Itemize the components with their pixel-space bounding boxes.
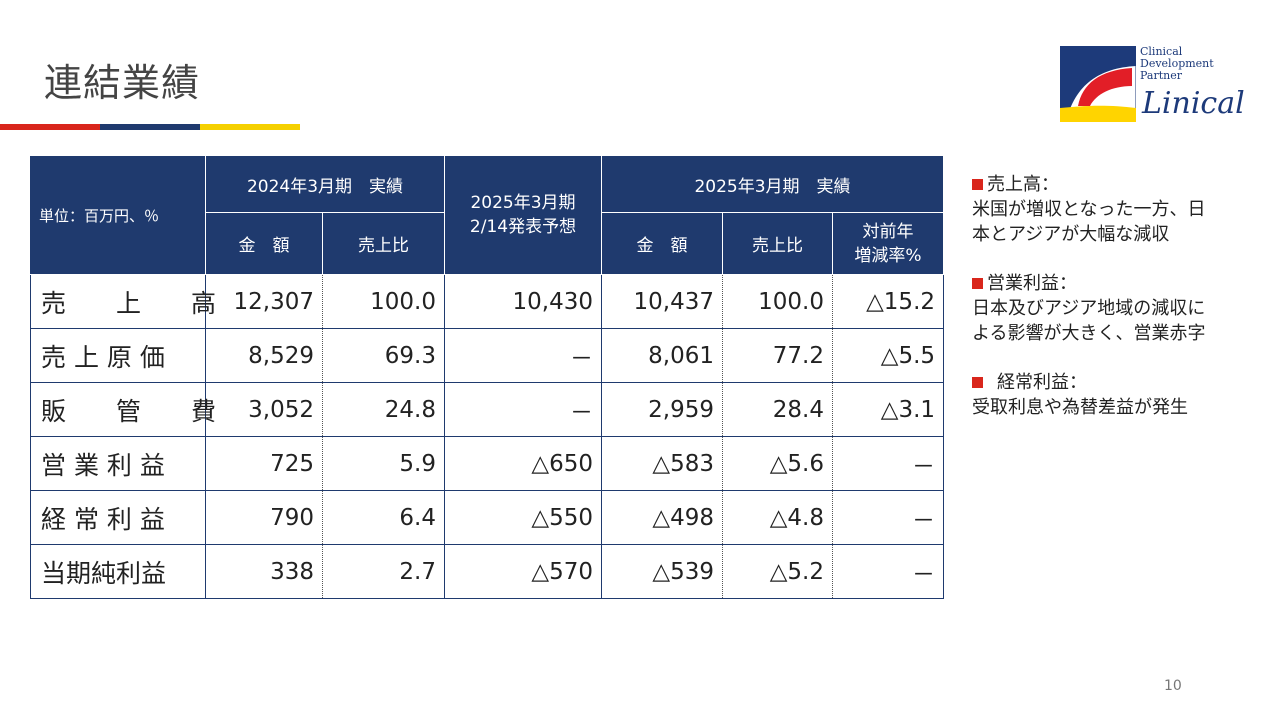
cell-forecast: △570 (444, 544, 602, 599)
table-row: 販 管 費 3,052 24.8 － 2,959 28.4 △3.1 (30, 382, 945, 437)
table-row: 売 上 高 12,307 100.0 10,430 10,437 100.0 △… (30, 274, 945, 329)
table-row: 営 業 利 益 725 5.9 △650 △583 △5.6 － (30, 436, 945, 491)
commentary-notes: 売上高： 米国が増収となった一方、日 本とアジアが大幅な減収 営業利益： 日本及… (972, 172, 1262, 444)
cell-forecast: － (444, 328, 602, 383)
logo-tagline: Clinical Development Partner (1140, 45, 1214, 82)
header-yoy: 対前年 増減率% (831, 212, 945, 275)
logo-mark-icon (1060, 46, 1136, 122)
cell-amount-2025: 10,437 (601, 274, 723, 329)
cell-forecast: － (444, 382, 602, 437)
note-ordinary-profit: 経常利益： 受取利息や為替差益が発生 (972, 370, 1262, 420)
logo-wordmark: Linical (1142, 86, 1245, 121)
header-fy2025-forecast: 2025年3月期 2/14発表予想 (444, 155, 602, 275)
cell-ratio-2024: 2.7 (322, 544, 445, 599)
cell-ratio-2024: 100.0 (322, 274, 445, 329)
header-ratio-2024: 売上比 (322, 212, 445, 275)
note-operating-profit: 営業利益： 日本及びアジア地域の減収に よる影響が大きく、営業赤字 (972, 271, 1262, 346)
note-sales: 売上高： 米国が増収となった一方、日 本とアジアが大幅な減収 (972, 172, 1262, 247)
cell-ratio-2025: △5.2 (722, 544, 833, 599)
note-heading: 営業利益： (987, 273, 1077, 294)
cell-yoy: － (831, 490, 945, 545)
financial-results-table: 単位：百万円、％ 2024年3月期 実績 2025年3月期 2/14発表予想 2… (30, 155, 945, 599)
note-heading: 売上高： (987, 174, 1059, 195)
cell-yoy: △15.2 (831, 274, 945, 329)
cell-amount-2025: 8,061 (601, 328, 723, 383)
cell-yoy: － (831, 544, 945, 599)
accent-red (0, 124, 100, 130)
cell-forecast: 10,430 (444, 274, 602, 329)
accent-blue (100, 124, 200, 130)
cell-forecast: △650 (444, 436, 602, 491)
note-heading: 経常利益： (997, 372, 1087, 393)
cell-ratio-2025: 77.2 (722, 328, 833, 383)
cell-amount-2024: 8,529 (205, 328, 323, 383)
unit-label: 単位：百万円、％ (30, 155, 206, 275)
page-title: 連結業績 (44, 61, 201, 105)
cell-amount-2025: △498 (601, 490, 723, 545)
note-line: 日本及びアジア地域の減収に (972, 298, 1206, 319)
cell-amount-2025: △539 (601, 544, 723, 599)
note-line: 本とアジアが大幅な減収 (972, 224, 1170, 245)
header-amount-2024: 金 額 (205, 212, 323, 275)
cell-ratio-2024: 5.9 (322, 436, 445, 491)
cell-ratio-2024: 69.3 (322, 328, 445, 383)
header-fy2025-actual: 2025年3月期 実績 (600, 155, 945, 213)
cell-yoy: △5.5 (831, 328, 945, 383)
red-square-icon (972, 179, 983, 190)
note-line: 受取利息や為替差益が発生 (972, 397, 1188, 418)
cell-amount-2024: 3,052 (205, 382, 323, 437)
red-square-icon (972, 377, 983, 388)
title-accent-bar (0, 124, 300, 130)
note-line: 米国が増収となった一方、日 (972, 199, 1206, 220)
row-label: 売 上 高 (30, 274, 216, 329)
note-line: よる影響が大きく、営業赤字 (972, 323, 1206, 344)
cell-amount-2025: 2,959 (601, 382, 723, 437)
cell-ratio-2025: △5.6 (722, 436, 833, 491)
cell-ratio-2024: 6.4 (322, 490, 445, 545)
cell-forecast: △550 (444, 490, 602, 545)
cell-amount-2024: 12,307 (205, 274, 323, 329)
red-square-icon (972, 278, 983, 289)
cell-amount-2024: 790 (205, 490, 323, 545)
row-label: 当期純利益 (30, 544, 206, 599)
table-row: 当期純利益 338 2.7 △570 △539 △5.2 － (30, 544, 945, 599)
page-number: 10 (1164, 678, 1182, 694)
cell-ratio-2025: 100.0 (722, 274, 833, 329)
header-fy2024-actual: 2024年3月期 実績 (205, 155, 445, 213)
header-amount-2025: 金 額 (601, 212, 723, 275)
table-row: 売 上 原 価 8,529 69.3 － 8,061 77.2 △5.5 (30, 328, 945, 383)
cell-ratio-2025: 28.4 (722, 382, 833, 437)
row-label: 経 常 利 益 (30, 490, 206, 545)
cell-amount-2024: 338 (205, 544, 323, 599)
company-logo: Clinical Development Partner Linical (1060, 46, 1255, 122)
table-row: 経 常 利 益 790 6.4 △550 △498 △4.8 － (30, 490, 945, 545)
row-label: 販 管 費 (30, 382, 216, 437)
cell-yoy: △3.1 (831, 382, 945, 437)
cell-amount-2025: △583 (601, 436, 723, 491)
cell-amount-2024: 725 (205, 436, 323, 491)
cell-ratio-2025: △4.8 (722, 490, 833, 545)
row-label: 営 業 利 益 (30, 436, 206, 491)
accent-yellow (200, 124, 300, 130)
row-label: 売 上 原 価 (30, 328, 206, 383)
cell-ratio-2024: 24.8 (322, 382, 445, 437)
cell-yoy: － (831, 436, 945, 491)
header-ratio-2025: 売上比 (722, 212, 833, 275)
